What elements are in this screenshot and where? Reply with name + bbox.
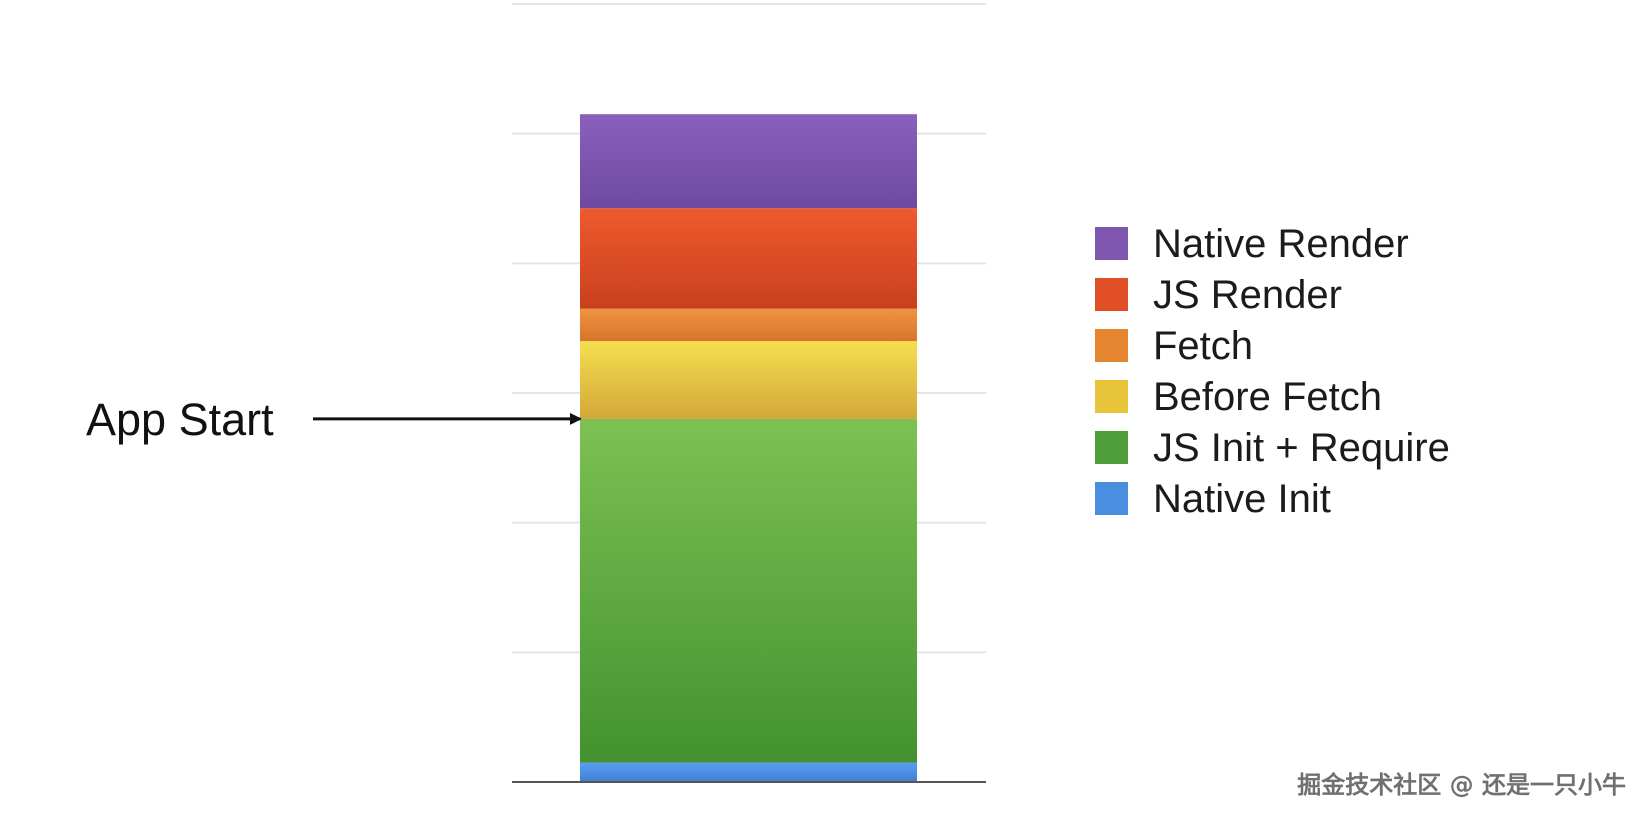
legend-item-native-init: Native Init bbox=[1095, 473, 1515, 524]
legend-swatch-js-render bbox=[1095, 278, 1128, 311]
legend-item-fetch: Fetch bbox=[1095, 320, 1515, 371]
legend-item-before-fetch: Before Fetch bbox=[1095, 371, 1515, 422]
bar-segment-fetch bbox=[580, 308, 917, 342]
legend-swatch-before-fetch bbox=[1095, 380, 1128, 413]
legend-item-js-init-require: JS Init + Require bbox=[1095, 422, 1515, 473]
legend-swatch-native-render bbox=[1095, 227, 1128, 260]
legend-label-js-render: JS Render bbox=[1153, 272, 1342, 317]
bar-segment-native-render bbox=[580, 114, 917, 209]
bar-segment-js-render bbox=[580, 208, 917, 309]
legend-label-js-init-require: JS Init + Require bbox=[1153, 425, 1450, 470]
legend-swatch-native-init bbox=[1095, 482, 1128, 515]
legend-item-native-render: Native Render bbox=[1095, 218, 1515, 269]
legend-item-js-render: JS Render bbox=[1095, 269, 1515, 320]
watermark: 掘金技术社区 @ 还是一只小牛 bbox=[1297, 771, 1626, 799]
legend-label-fetch: Fetch bbox=[1153, 323, 1254, 368]
app-start-label: App Start bbox=[86, 394, 274, 445]
legend-label-before-fetch: Before Fetch bbox=[1153, 374, 1383, 419]
legend-label-native-render: Native Render bbox=[1153, 221, 1409, 266]
legend-label-native-init: Native Init bbox=[1153, 476, 1331, 521]
bar-segment-native-init bbox=[580, 762, 917, 782]
legend: Native Render JS Render Fetch Before Fet… bbox=[1095, 218, 1515, 524]
bar-segment-js-init-require bbox=[580, 418, 917, 763]
bar-segment-before-fetch bbox=[580, 341, 917, 419]
legend-swatch-fetch bbox=[1095, 329, 1128, 362]
legend-swatch-js-init-require bbox=[1095, 431, 1128, 464]
bar-segments bbox=[580, 114, 917, 782]
